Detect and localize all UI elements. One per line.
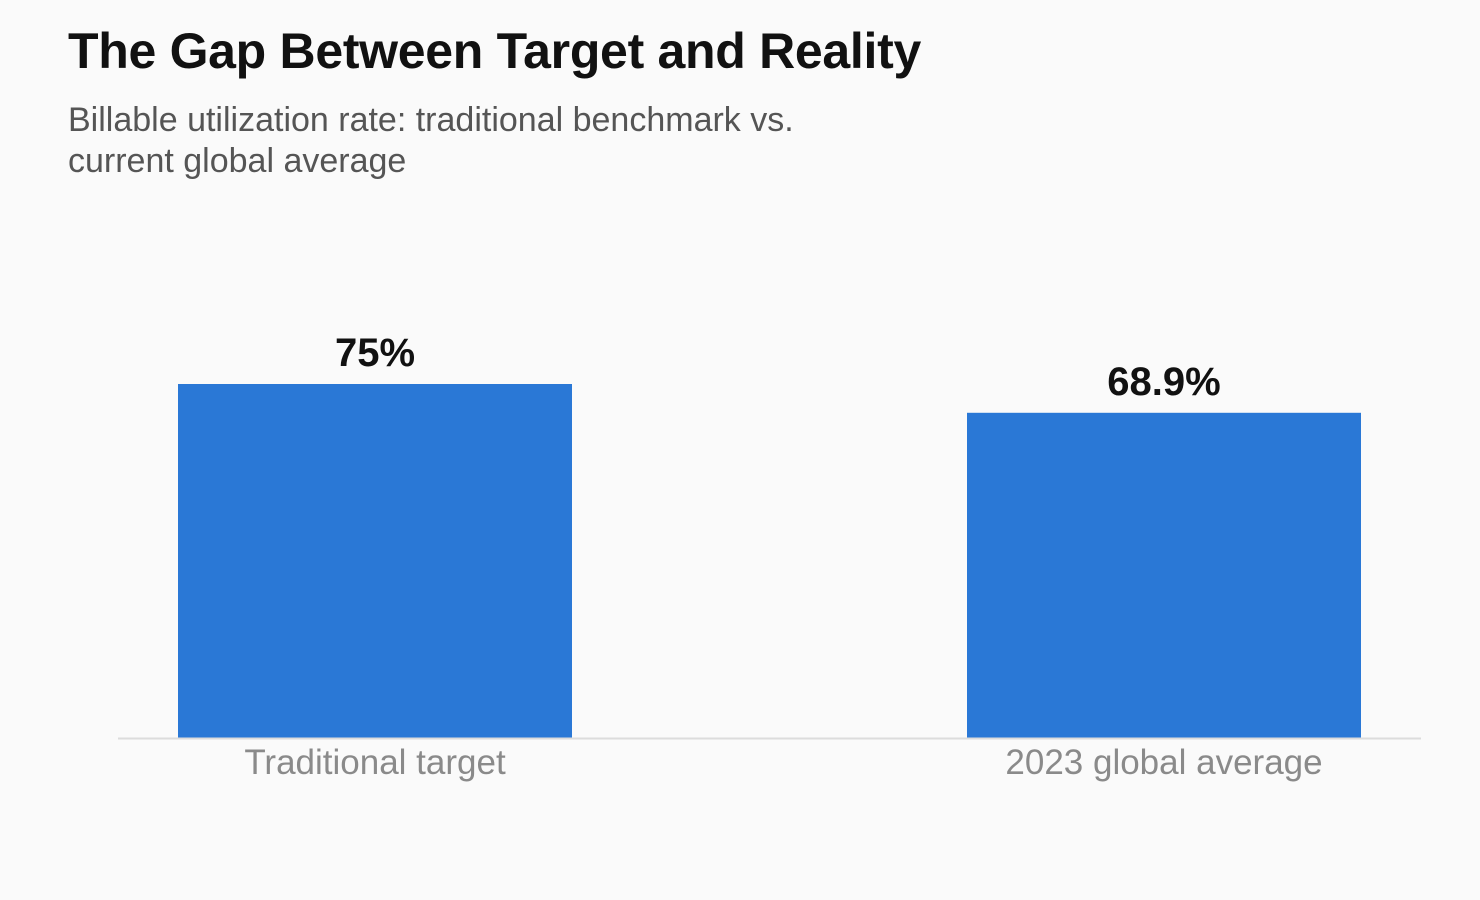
chart-subtitle: Billable utilization rate: traditional b… bbox=[68, 101, 794, 180]
value-label-1: 68.9% bbox=[1107, 360, 1220, 404]
value-label-0: 75% bbox=[335, 331, 415, 375]
bar-1 bbox=[967, 412, 1361, 738]
bars-layer bbox=[178, 384, 1361, 738]
category-label-0: Traditional target bbox=[244, 743, 506, 782]
labels-layer: 75% Traditional target 68.9% 2023 global av… bbox=[244, 331, 1322, 782]
category-label-1: 2023 global average bbox=[1005, 743, 1322, 782]
chart-title: The Gap Between Target and Reality bbox=[68, 23, 921, 79]
bar-0 bbox=[178, 384, 572, 738]
